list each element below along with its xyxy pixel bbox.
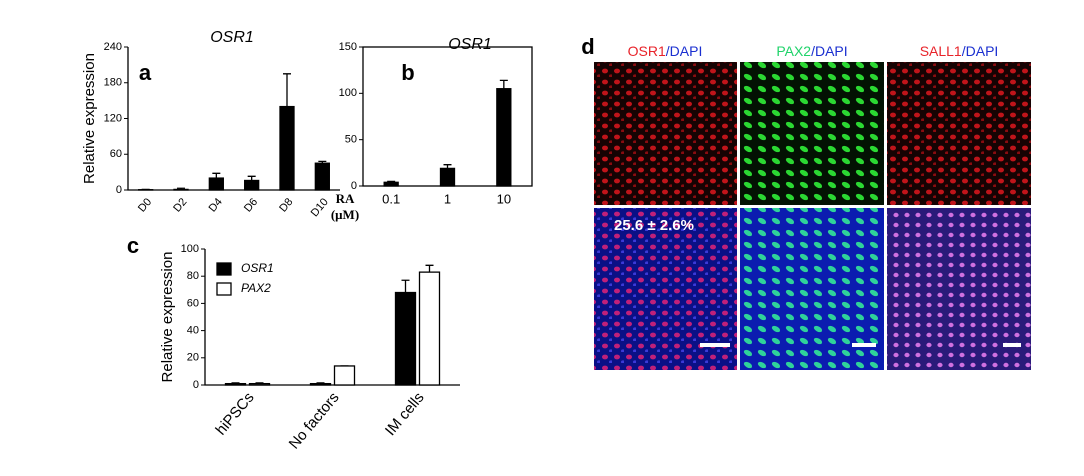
y-tick-label: 20 (187, 352, 199, 364)
error-bar (212, 172, 221, 179)
x-tick-label: D4 (207, 196, 225, 214)
y-tick-label: 50 (345, 134, 357, 146)
legend-label: OSR1 (241, 261, 274, 275)
header-part: OSR1 (628, 43, 666, 59)
header-part: SALL1 (920, 43, 962, 59)
legend-label: PAX2 (241, 281, 271, 295)
bar (279, 105, 295, 191)
y-tick-label: 120 (104, 112, 122, 124)
bar (248, 382, 271, 386)
header-part: PAX2 (776, 43, 811, 59)
bar (309, 382, 332, 386)
x-tick-label: D0 (136, 196, 154, 214)
header-part: /DAPI (666, 43, 703, 59)
image (740, 62, 884, 205)
y-axis-label: Relative expression (159, 252, 176, 383)
annotation: 25.6 ± 2.6% (614, 217, 694, 234)
error-bar (425, 264, 434, 273)
column-header: PAX2/DAPI (776, 43, 847, 59)
bar (314, 162, 330, 191)
panel-label: d (581, 34, 594, 59)
micrographs (594, 62, 1031, 370)
x-tick-label: D8 (277, 196, 295, 214)
error-bar (499, 79, 508, 89)
axes (127, 47, 340, 191)
x-axis-label: (μM) (331, 207, 359, 222)
bar (439, 167, 456, 187)
x-axis-label: RA (336, 191, 355, 206)
x-tick-label: D2 (171, 196, 189, 214)
bar (173, 188, 189, 191)
x-tick-label: 10 (497, 191, 511, 206)
x-tick-label: 1 (444, 191, 451, 206)
panel-label: c (127, 233, 139, 258)
x-tick-label: 0.1 (382, 191, 400, 206)
bar (394, 291, 417, 386)
scale-bar (852, 343, 876, 347)
bar (208, 177, 224, 191)
x-tick-label: D10 (309, 196, 331, 219)
panel-label: b (401, 60, 414, 85)
bar (418, 271, 441, 386)
chart-title: OSR1 (448, 36, 492, 53)
bar (496, 88, 512, 187)
scale-bar (1003, 343, 1021, 347)
scale-bar (700, 343, 730, 347)
chart-title: OSR1 (210, 29, 254, 46)
y-tick-label: 80 (187, 270, 199, 282)
y-tick-label: 180 (104, 77, 122, 89)
y-tick-label: 0 (116, 184, 122, 196)
x-tick-label: IM cells (382, 389, 428, 439)
error-bar (247, 175, 256, 181)
y-tick-label: 240 (104, 41, 122, 53)
panel-label: a (139, 60, 152, 85)
image (594, 62, 737, 205)
x-tick-label: hiPSCs (212, 389, 257, 438)
y-tick-label: 100 (181, 243, 199, 255)
column-header: OSR1/DAPI (628, 43, 703, 59)
bar (224, 382, 247, 386)
y-axis-label: Relative expression (81, 53, 98, 184)
column-header: SALL1/DAPI (920, 43, 999, 59)
header-part: /DAPI (962, 43, 999, 59)
bar (383, 181, 399, 187)
y-tick-label: 0 (351, 180, 357, 192)
y-tick-label: 0 (193, 379, 199, 391)
x-tick-label: No factors (286, 389, 343, 452)
bar (333, 365, 356, 386)
error-bar (401, 279, 410, 293)
legend-swatch (216, 262, 232, 276)
y-tick-label: 40 (187, 325, 199, 337)
y-tick-label: 60 (110, 148, 122, 160)
legend-swatch (216, 282, 232, 296)
y-tick-label: 150 (339, 41, 357, 53)
bar (244, 179, 260, 191)
x-tick-label: D6 (242, 196, 260, 214)
error-bar (283, 73, 291, 107)
y-tick-label: 60 (187, 297, 199, 309)
header-part: /DAPI (811, 43, 848, 59)
image (887, 62, 1031, 205)
y-tick-label: 100 (339, 87, 357, 99)
